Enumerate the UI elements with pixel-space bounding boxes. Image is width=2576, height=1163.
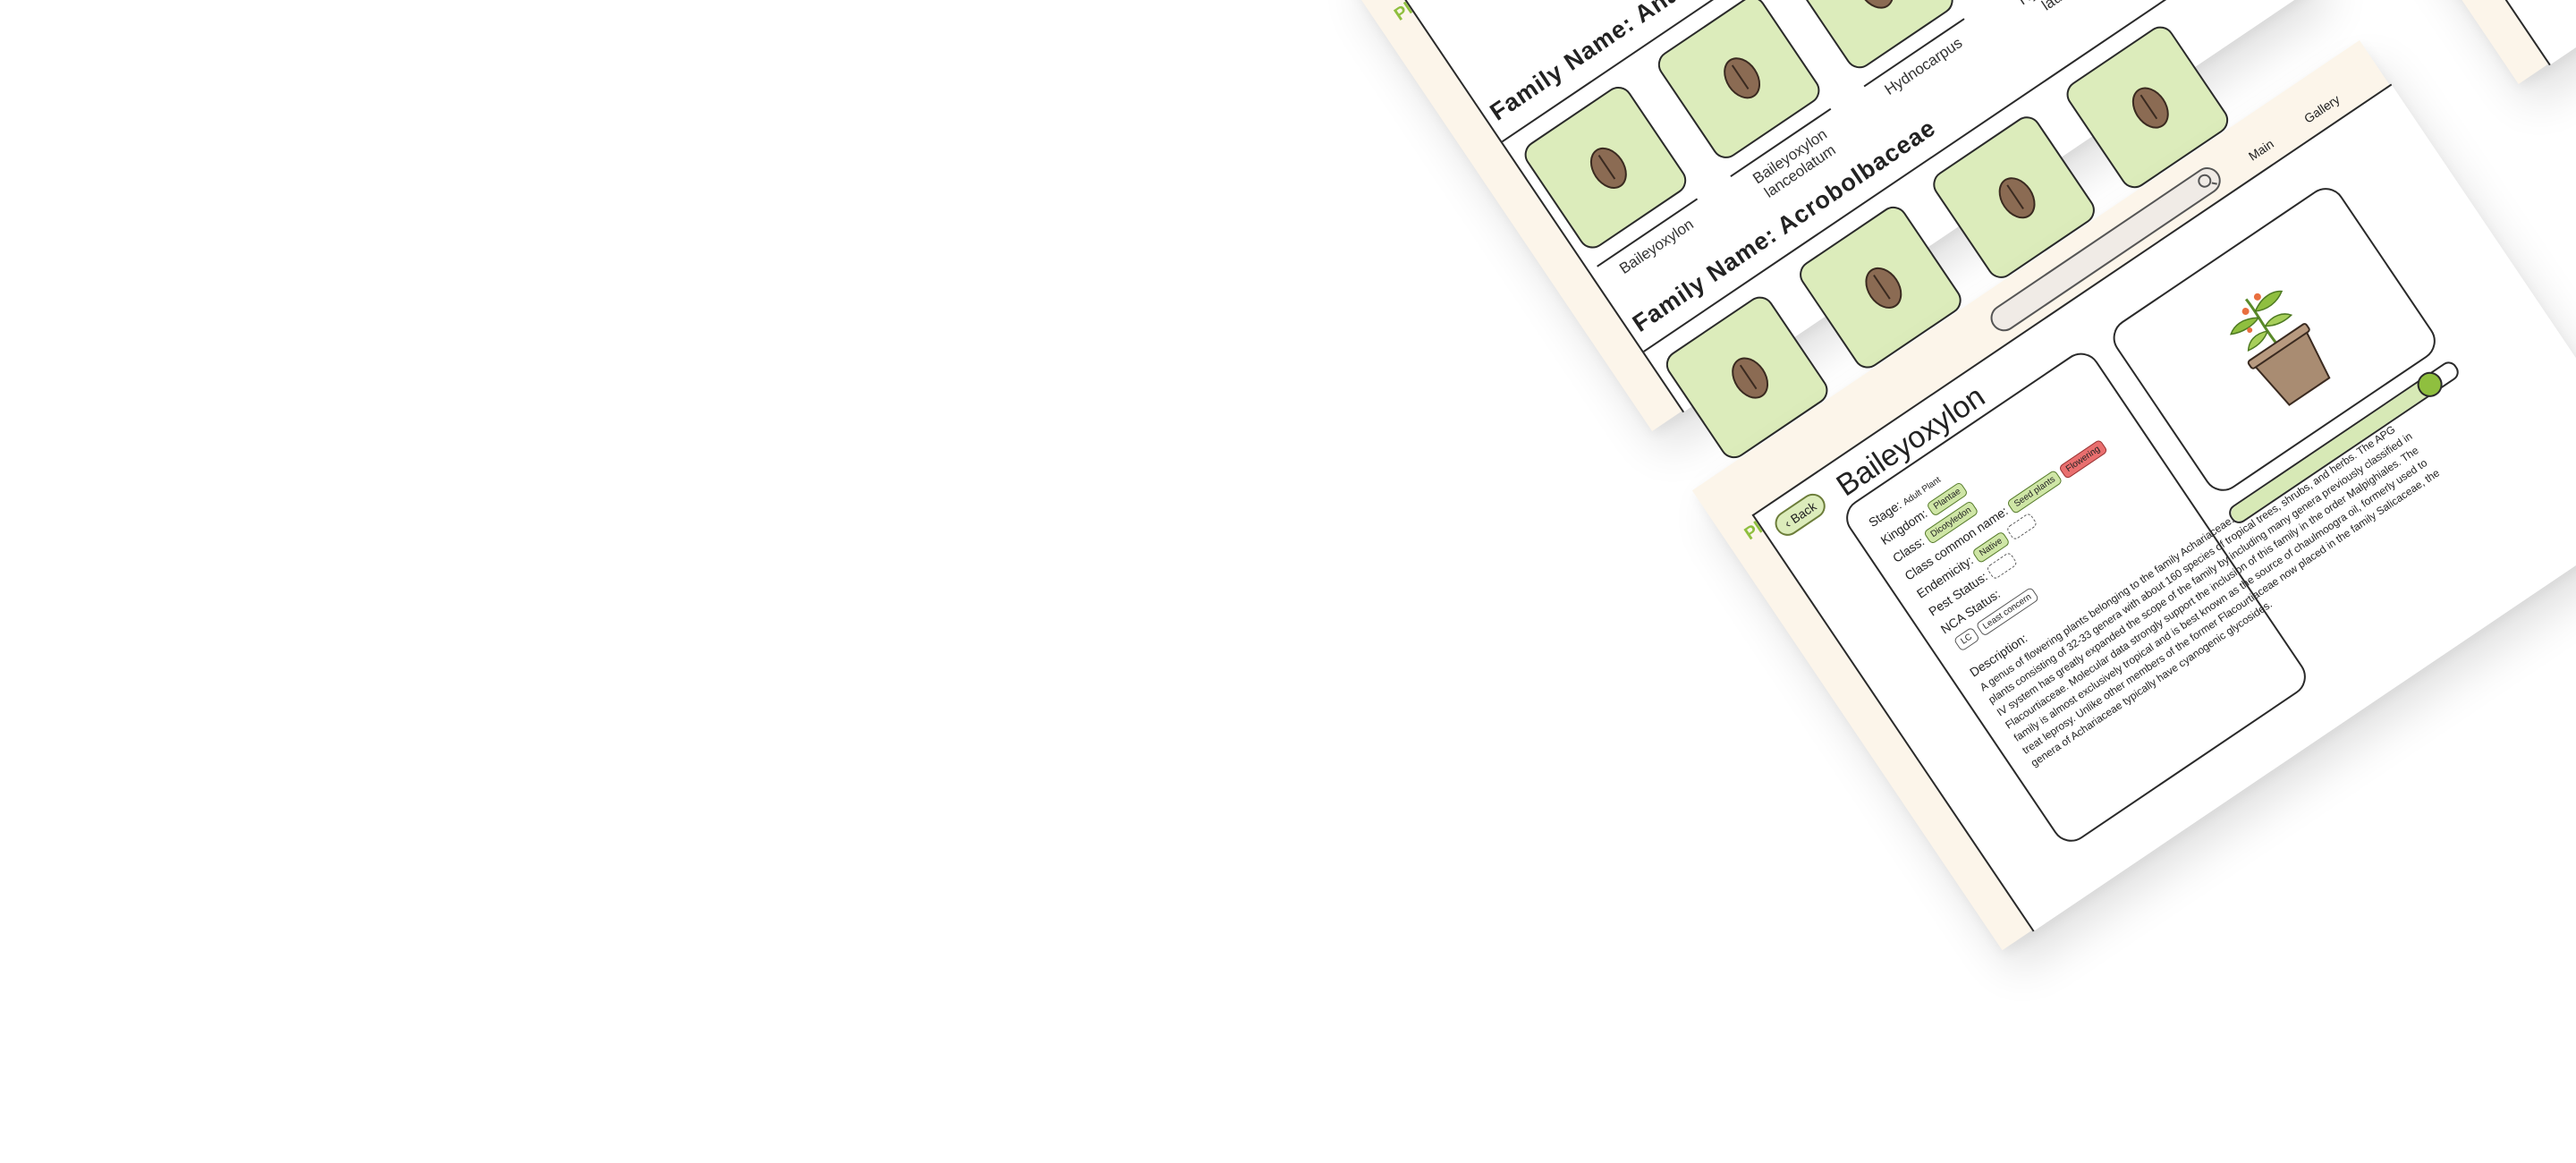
plant-image-panel [2106,180,2444,499]
nca-code-chip: LC [1953,626,1980,652]
seed-icon [1849,0,1902,16]
plant-title: Baileyoxylon [1830,379,1992,504]
seed-icon [1990,170,2043,225]
seed-icon [2123,80,2176,136]
back-button[interactable]: ‹ Back [1770,488,1831,541]
search-icon [2195,171,2215,191]
plant-detail-card: Plant Discovery Main Gallery ‹ Back Bail… [1691,39,2576,951]
potted-plant-icon [2230,290,2331,406]
seed-icon [1581,140,1634,196]
seed-icon [1716,50,1767,106]
plant-tile[interactable] [1519,81,1692,254]
detail-panel: ‹ Back Baileyoxylon Stage: Adult Plant K… [1751,83,2576,932]
plant-name: Hydnocarpus laurifolia [2002,0,2122,32]
flowering-chip: Flowering [2058,438,2108,480]
common-name-chip: Seed plants [2006,469,2063,514]
detail-panel: ‹ Back Baileyoxylon Stage: Adult Plant K… [2267,0,2576,66]
seed-icon [1724,350,1775,406]
nav-main[interactable]: Main [2245,136,2276,164]
seed-icon [1857,259,1910,316]
